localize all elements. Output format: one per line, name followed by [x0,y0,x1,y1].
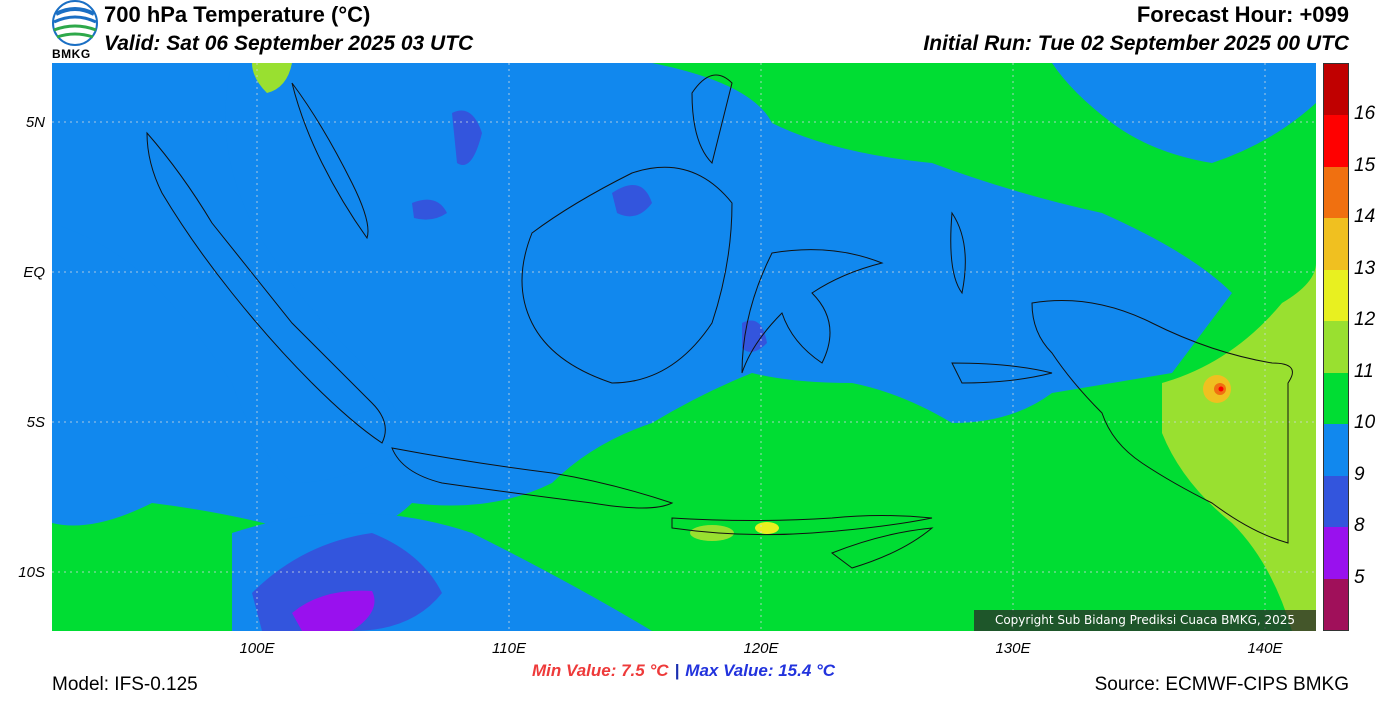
lat-label-5s: 5S [26,414,45,431]
max-value: Max Value: 15.4 °C [685,661,836,680]
colorbar-segment [1324,166,1348,219]
nusa-tenggara-coast [671,515,933,536]
colorbar-segment [1324,115,1348,167]
colorbar-label: 12 [1354,309,1376,331]
lat-label-10s: 10S [18,564,45,581]
contour-12c-flores [755,522,779,534]
lon-label-100e: 100E [239,640,275,657]
colorbar-label: 5 [1354,566,1365,588]
lon-label-140e: 140E [1247,640,1283,657]
contour-9c-north-blobs [1052,63,1316,163]
min-value: Min Value: 7.5 °C [532,661,669,680]
colorbar-label: 9 [1354,463,1365,485]
min-max-values: Min Value: 7.5 °C | Max Value: 15.4 °C [532,661,835,681]
sumatra-coast [146,131,386,444]
contour-min-purple [292,590,375,631]
contour-11c-north [252,63,292,93]
valid-time: Valid: Sat 06 September 2025 03 UTC [104,32,474,55]
coastlines [146,74,1293,569]
seram-coast [951,362,1053,384]
colorbar [1323,63,1349,631]
copyright-notice: Copyright Sub Bidang Prediksi Cuaca BMKG… [974,610,1316,631]
sulawesi-coast [741,249,884,374]
contour-12c-bali [690,525,734,541]
contour-8c-south [252,533,442,631]
lon-label-110e: 110E [492,640,526,657]
colorbar-label: 11 [1354,360,1374,382]
colorbar-segment [1324,321,1348,373]
colorbar-segment [1324,475,1348,528]
malay-peninsula-coast [291,82,369,240]
map-grid [52,63,1316,631]
timor-coast [830,527,934,569]
max-value-spot [1218,386,1224,392]
philippines-coast [691,74,733,164]
initial-run: Initial Run: Tue 02 September 2025 00 UT… [923,32,1349,55]
colorbar-label: 13 [1354,257,1376,279]
borneo-coast [521,166,733,384]
source-label: Source: ECMWF-CIPS BMKG [1094,674,1349,695]
contour-8c-small-b [612,185,652,217]
bmkg-logo [50,0,100,60]
lon-label-120e: 120E [743,640,779,657]
forecast-hour: Forecast Hour: +099 [1136,2,1349,27]
colorbar-segment [1324,218,1348,270]
colorbar-label: 8 [1354,515,1365,537]
colorbar-label: 15 [1354,154,1376,176]
contour-8c-small-a [452,110,482,165]
colorbar-segment [1324,424,1348,476]
contour-9c-west [52,63,412,483]
colorbar-label: 16 [1354,103,1376,125]
map-title: 700 hPa Temperature (°C) [104,2,371,27]
logo-text: BMKG [52,47,91,61]
colorbar-label: 14 [1354,206,1376,228]
contour-8c-small-d [412,199,447,220]
colorbar-label: 10 [1354,412,1376,434]
colorbar-segment [1324,578,1348,630]
model-label: Model: IFS-0.125 [52,674,198,695]
temperature-map [52,63,1316,631]
lat-label-5n: 5N [25,114,45,131]
min-max-separator: | [674,661,680,680]
halmahera-coast [950,211,966,295]
colorbar-segment [1324,527,1348,579]
colorbar-segment [1324,64,1348,116]
new-guinea-coast [1031,300,1293,544]
contour-11c-east [1162,263,1316,631]
colorbar-segment [1324,372,1348,425]
colorbar-segment [1324,269,1348,322]
lat-label-eq: EQ [23,264,45,281]
java-coast [391,447,674,509]
lon-label-130e: 130E [995,640,1031,657]
